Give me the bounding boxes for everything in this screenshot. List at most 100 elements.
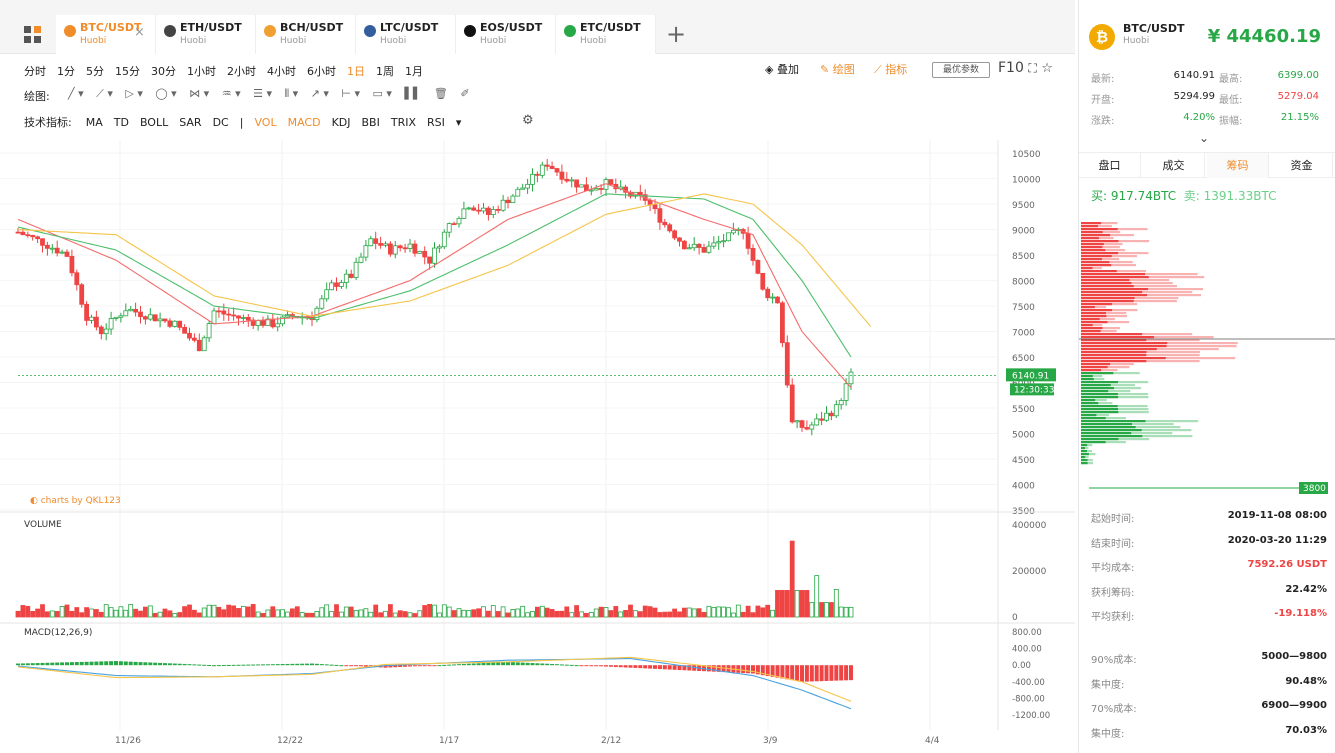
timeframe-6[interactable]: 2小时 xyxy=(227,65,256,78)
volume-bar xyxy=(40,604,45,618)
macd-hist-bar xyxy=(246,664,251,666)
bars-tool-icon[interactable]: ▌▌ xyxy=(404,87,422,100)
timeframe-0[interactable]: 分时 xyxy=(24,65,46,78)
settings-gear-icon[interactable]: ⚙ xyxy=(522,113,534,128)
chip-bar xyxy=(1081,378,1094,381)
tab-ltc-usdt[interactable]: LTC/USDT Huobi xyxy=(356,15,456,54)
arrow-tool-icon[interactable]: ↗ ▾ xyxy=(310,87,329,100)
draw-button[interactable]: ✎ 绘图 xyxy=(820,61,855,77)
indicator-bbi[interactable]: BBI xyxy=(361,116,380,129)
stat-label-2: 最低: xyxy=(1219,95,1243,106)
ray-tool-icon[interactable]: ⟋ ▾ xyxy=(96,87,113,100)
volume-bar xyxy=(343,606,349,618)
stat-label: 开盘: xyxy=(1091,95,1115,106)
line-tool-icon[interactable]: ╱ ▾ xyxy=(68,87,84,100)
volume-bar xyxy=(35,608,40,618)
bitcoin-cash-icon xyxy=(264,25,276,37)
volume-bar xyxy=(750,612,756,618)
fullscreen-icon[interactable]: ⛶ xyxy=(1028,61,1037,75)
indicator-ma[interactable]: MA xyxy=(85,116,103,129)
indicator-vol[interactable]: VOL xyxy=(254,116,277,129)
macd-hist-bar xyxy=(79,661,84,666)
volume-bar xyxy=(466,610,472,618)
candle-body xyxy=(392,245,398,255)
volume-bar xyxy=(309,612,315,618)
indicator-rsi[interactable]: RSI xyxy=(427,116,445,129)
indicator-trix[interactable]: TRIX xyxy=(390,116,416,129)
tab-eth-usdt[interactable]: ETH/USDT Huobi xyxy=(156,15,256,54)
indicator-macd[interactable]: MACD xyxy=(287,116,321,129)
macd-hist-bar xyxy=(437,665,442,667)
candle-body xyxy=(731,229,736,234)
indicator-kdj[interactable]: KDJ xyxy=(331,116,351,129)
channel-tool-icon[interactable]: ⫴ ▾ xyxy=(284,87,299,100)
timeframe-3[interactable]: 15分 xyxy=(115,65,140,78)
candle-body xyxy=(353,261,359,278)
candle-body xyxy=(789,384,795,423)
kline-chart[interactable]: 1050010000950090008500800075007000650060… xyxy=(0,140,1075,753)
overlay-button[interactable]: ◈ 叠加 xyxy=(765,61,799,77)
comment-tool-icon[interactable]: ▭ ▾ xyxy=(372,87,392,100)
macd-hist-bar xyxy=(212,665,216,667)
tab-etc-usdt[interactable]: ETC/USDT Huobi xyxy=(556,15,656,54)
draw-tools: ╱ ▾ ⟋ ▾ ▷ ▾ ◯ ▾ ⋈ ▾ ♒ ▾ ☰ ▾ ⫴ ▾ ↗ ▾ ⊢ ▾ … xyxy=(68,87,479,101)
macd-hist-bar xyxy=(177,663,182,666)
candle-body xyxy=(152,314,158,322)
chip-bar xyxy=(1081,249,1106,252)
info-label: 集中度: xyxy=(1091,728,1125,740)
add-tab-icon[interactable]: + xyxy=(666,20,687,48)
indicator-boll[interactable]: BOLL xyxy=(139,116,169,129)
macd-hist-bar xyxy=(334,664,339,666)
tab-eos-usdt[interactable]: EOS/USDT Huobi xyxy=(456,15,556,54)
tab-bch-usdt[interactable]: BCH/USDT Huobi xyxy=(256,15,356,54)
indicator-td[interactable]: TD xyxy=(113,116,129,129)
timeframe-2[interactable]: 5分 xyxy=(86,65,104,78)
close-icon[interactable]: × xyxy=(134,25,145,40)
indicator-label: 指标 xyxy=(885,63,908,76)
panel-tab-1[interactable]: 成交 xyxy=(1143,153,1205,178)
panel-tab-0[interactable]: 盘口 xyxy=(1079,153,1141,178)
indicator-more-icon[interactable]: ▾ xyxy=(455,116,462,129)
star-icon[interactable]: ☆ xyxy=(1041,61,1053,76)
volume-tick-label: 200000 xyxy=(1012,567,1047,577)
panel-tab-3[interactable]: 资金 xyxy=(1271,153,1333,178)
indicator-sar[interactable]: SAR xyxy=(179,116,202,129)
volume-bar xyxy=(387,604,393,618)
candle-body xyxy=(691,243,697,249)
measure-tool-icon[interactable]: ⊢ ▾ xyxy=(341,87,360,100)
timeframe-1[interactable]: 1分 xyxy=(57,65,75,78)
macd-hist-bar xyxy=(501,662,506,666)
volume-bar xyxy=(677,611,682,618)
panel-tab-2[interactable]: 筹码 xyxy=(1207,153,1269,178)
trash-icon[interactable]: 🗑 xyxy=(433,87,448,100)
volume-bar xyxy=(642,605,648,618)
timeframe-4[interactable]: 30分 xyxy=(151,65,176,78)
timeframe-9[interactable]: 1日 xyxy=(347,65,365,78)
shape-tool-icon[interactable]: ◯ ▾ xyxy=(155,87,177,100)
chip-bar xyxy=(1081,312,1106,315)
fib-tool-icon[interactable]: ☰ ▾ xyxy=(253,87,272,100)
optimal-params-button[interactable]: 最优参数 xyxy=(932,62,990,78)
macd-hist-bar xyxy=(559,664,564,666)
chip-bar xyxy=(1081,453,1089,456)
eraser-icon[interactable]: ✐ xyxy=(460,87,470,100)
indicator-button[interactable]: ⟋ 指标 xyxy=(874,61,907,77)
timeframe-5[interactable]: 1小时 xyxy=(187,65,216,78)
macd-hist-bar xyxy=(594,665,599,667)
polyline-tool-icon[interactable]: ▷ ▾ xyxy=(125,87,143,100)
f10-button[interactable]: F10 ⛶ ☆ xyxy=(998,60,1053,76)
volume-bar xyxy=(672,608,677,618)
timeframe-10[interactable]: 1周 xyxy=(376,65,394,78)
indicator-dc[interactable]: DC xyxy=(212,116,229,129)
timeframe-11[interactable]: 1月 xyxy=(405,65,423,78)
candle-body xyxy=(476,209,482,212)
price-tick-label: 5000 xyxy=(1012,431,1035,441)
tab-btc-usdt[interactable]: BTC/USDT Huobi × xyxy=(56,15,156,54)
pattern-tool-icon[interactable]: ⋈ ▾ xyxy=(189,87,210,100)
timeframe-8[interactable]: 6小时 xyxy=(307,65,336,78)
grid-menu-icon[interactable] xyxy=(24,26,42,44)
wave-tool-icon[interactable]: ♒ ▾ xyxy=(221,87,241,100)
chevron-down-icon[interactable]: ⌄ xyxy=(1199,131,1210,145)
timeframe-7[interactable]: 4小时 xyxy=(267,65,296,78)
bitcoin-icon xyxy=(64,25,76,37)
